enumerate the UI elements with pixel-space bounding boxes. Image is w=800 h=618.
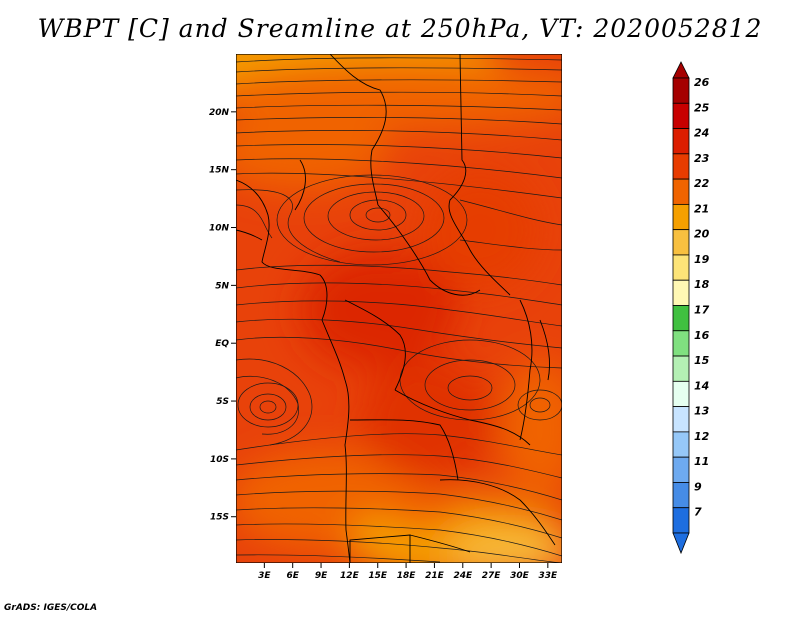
colorbar-segment	[672, 77, 690, 104]
lat-tick-label: EQ	[215, 339, 229, 349]
colorbar-top-arrow	[672, 61, 690, 79]
colorbar-segment	[672, 507, 690, 534]
lon-tick-label: 24E	[453, 571, 473, 581]
lon-tick-label: 27E	[482, 571, 502, 581]
lon-tick-label: 6E	[286, 571, 299, 581]
colorbar-segment	[672, 102, 690, 129]
colorbar-bottom-arrow	[672, 532, 690, 555]
lat-tick-label: 15N	[209, 166, 230, 176]
colorbar: 26 25 24 23 22 21 20 19 18 17 16 15 14 13 12 11 9 7	[672, 61, 710, 555]
lat-tick-label: 5S	[216, 397, 229, 407]
colorbar-segment	[672, 305, 690, 332]
colorbar-segment	[672, 482, 690, 509]
wbpt-shading	[236, 54, 562, 563]
colorbar-segment	[672, 355, 690, 382]
lon-tick-label: 3E	[258, 571, 271, 581]
colorbar-label: 13	[694, 405, 710, 418]
lat-tick-label: 15S	[210, 513, 229, 523]
colorbar-label: 22	[694, 177, 710, 190]
colorbar-label: 25	[694, 101, 710, 114]
grads-credit: GrADS: IGES/COLA	[4, 603, 98, 613]
colorbar-label: 18	[694, 278, 710, 291]
colorbar-segment	[672, 456, 690, 483]
colorbar-label: 24	[694, 127, 709, 140]
colorbar-label: 17	[694, 304, 710, 317]
colorbar-label: 14	[694, 379, 709, 392]
colorbar-label: 16	[694, 329, 710, 342]
lat-tick-label: 10S	[210, 455, 229, 465]
colorbar-segment	[672, 178, 690, 205]
longitude-axis: 3E 6E 9E 12E 15E 18E 21E 24E 27E 30E 33E	[258, 563, 558, 581]
colorbar-label: 21	[694, 202, 709, 215]
colorbar-segment	[672, 128, 690, 155]
colorbar-segment	[672, 153, 690, 180]
colorbar-segment	[672, 330, 690, 357]
colorbar-label: 7	[694, 506, 702, 519]
colorbar-segment	[672, 279, 690, 306]
colorbar-segment	[672, 254, 690, 281]
colorbar-label: 23	[694, 152, 710, 165]
country-borders	[236, 54, 556, 563]
colorbar-segment	[672, 380, 690, 408]
map-title: WBPT [C] and Sreamline at 250hPa, VT: 20…	[37, 14, 763, 43]
colorbar-label: 19	[694, 253, 710, 266]
lon-tick-label: 9E	[315, 571, 328, 581]
lon-tick-label: 21E	[425, 571, 445, 581]
colorbar-label: 11	[694, 455, 709, 468]
streamlines	[236, 57, 562, 563]
colorbar-segment	[672, 406, 690, 433]
lat-tick-label: 5N	[215, 281, 229, 291]
colorbar-segment	[672, 431, 690, 458]
colorbar-label: 15	[694, 354, 710, 367]
lon-tick-label: 33E	[538, 571, 558, 581]
lat-tick-label: 10N	[209, 224, 230, 234]
latitude-axis: 20N 15N 10N 5N EQ 5S 10S 15S	[209, 108, 236, 523]
lon-tick-label: 15E	[368, 571, 388, 581]
lon-tick-label: 30E	[510, 571, 530, 581]
lon-tick-label: 18E	[397, 571, 417, 581]
map-panel	[236, 54, 562, 563]
colorbar-label: 20	[694, 228, 710, 241]
colorbar-label: 12	[694, 430, 710, 443]
lon-tick-label: 12E	[340, 571, 360, 581]
colorbar-segment	[672, 203, 690, 231]
colorbar-label: 9	[694, 480, 702, 493]
colorbar-segment	[672, 229, 690, 256]
colorbar-label: 26	[694, 76, 710, 89]
lat-tick-label: 20N	[209, 108, 230, 118]
